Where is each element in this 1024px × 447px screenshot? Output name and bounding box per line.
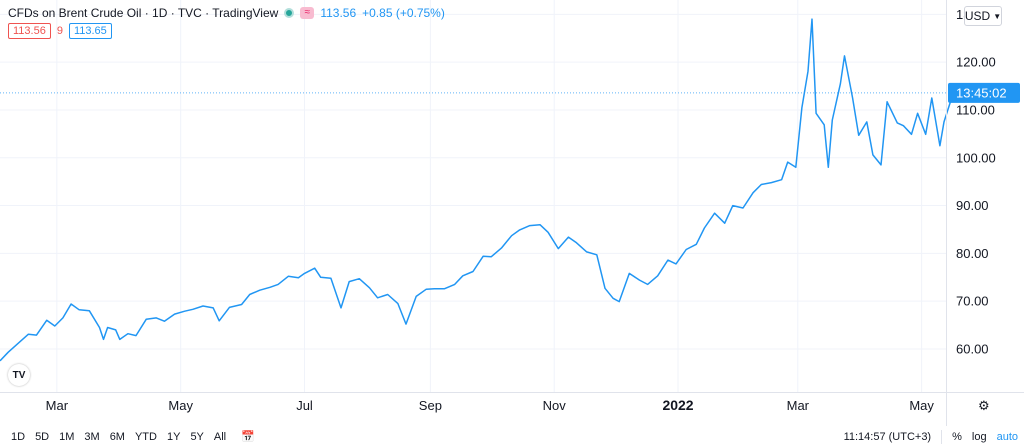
range-button-5y[interactable]: 5Y <box>190 430 204 443</box>
x-tick-label: Sep <box>419 398 442 413</box>
tradingview-logo-icon[interactable]: TV <box>8 364 30 386</box>
price-tag-countdown: 13:45:02 <box>956 85 1007 100</box>
chart-legend: CFDs on Brent Crude Oil · 1D · TVC · Tra… <box>8 6 445 20</box>
x-tick-label: Nov <box>543 398 567 413</box>
last-price-value: 113.56 <box>320 6 357 20</box>
x-tick-label: Jul <box>296 398 313 413</box>
y-tick-label: 70.00 <box>956 294 989 309</box>
price-series-line <box>0 18 961 362</box>
bid-price[interactable]: 113.56 <box>8 23 51 39</box>
ask-price[interactable]: 113.65 <box>68 23 112 39</box>
range-button-all[interactable]: All <box>213 430 227 443</box>
range-button-1y[interactable]: 1Y <box>166 430 181 443</box>
range-button-1m[interactable]: 1M <box>59 430 75 443</box>
chevron-down-icon: ▼ <box>993 11 1002 21</box>
x-tick-label: Mar <box>787 398 810 413</box>
currency-label: USD <box>964 9 991 23</box>
range-button-3m[interactable]: 3M <box>84 430 100 443</box>
range-button-6m[interactable]: 6M <box>109 430 125 443</box>
divider <box>941 429 943 444</box>
right-controls: 11:14:57 (UTC+3) % log auto <box>844 426 1018 447</box>
y-tick-label: 80.00 <box>956 246 989 261</box>
wave-icon[interactable]: ≈ <box>300 7 315 19</box>
quote-row: 113.56 9 113.65 <box>8 23 112 39</box>
y-tick-label: 90.00 <box>956 198 989 213</box>
range-button-1d[interactable]: 1D <box>11 430 26 443</box>
gear-icon[interactable]: ⚙ <box>978 398 990 413</box>
y-tick-label: 100.00 <box>956 150 996 165</box>
range-selector: 1D 5D 1M 3M 6M YTD 1Y 5Y All <box>6 431 231 443</box>
last-price-tag: 13:45:02 <box>948 82 1020 103</box>
grid <box>0 0 946 392</box>
symbol-title[interactable]: CFDs on Brent Crude Oil · 1D · TVC · Tra… <box>8 6 279 20</box>
status-dot-icon <box>284 8 295 18</box>
time-axis[interactable]: Mar May Jul Sep Nov 2022 Mar May <box>46 397 935 413</box>
currency-button[interactable]: USD ▼ <box>964 6 1002 26</box>
auto-toggle[interactable]: auto <box>996 430 1018 443</box>
x-tick-label: May <box>168 398 193 413</box>
clock-time[interactable]: 11:14:57 (UTC+3) <box>843 430 932 443</box>
range-button-ytd[interactable]: YTD <box>134 430 157 443</box>
spread-value: 9 <box>56 25 63 37</box>
y-tick-label: 120.00 <box>956 55 996 70</box>
log-toggle[interactable]: log <box>971 430 987 443</box>
y-tick-label: 110.00 <box>956 102 995 117</box>
price-change-value: +0.85 (+0.75%) <box>362 6 445 20</box>
y-tick-label: 60.00 <box>956 341 989 356</box>
x-tick-label: 2022 <box>662 397 693 413</box>
bottom-toolbar: 1D 5D 1M 3M 6M YTD 1Y 5Y All 📅 11:14:57 (UTC+3) … <box>0 426 1024 447</box>
calendar-icon[interactable]: 📅 <box>241 431 255 443</box>
x-tick-label: Mar <box>46 398 69 413</box>
range-button-5d[interactable]: 5D <box>35 430 50 443</box>
price-axis[interactable]: 60.0070.0080.0090.00100.00110.00120.0013… <box>956 7 996 357</box>
percent-toggle[interactable]: % <box>952 430 962 443</box>
x-tick-label: May <box>909 398 934 413</box>
